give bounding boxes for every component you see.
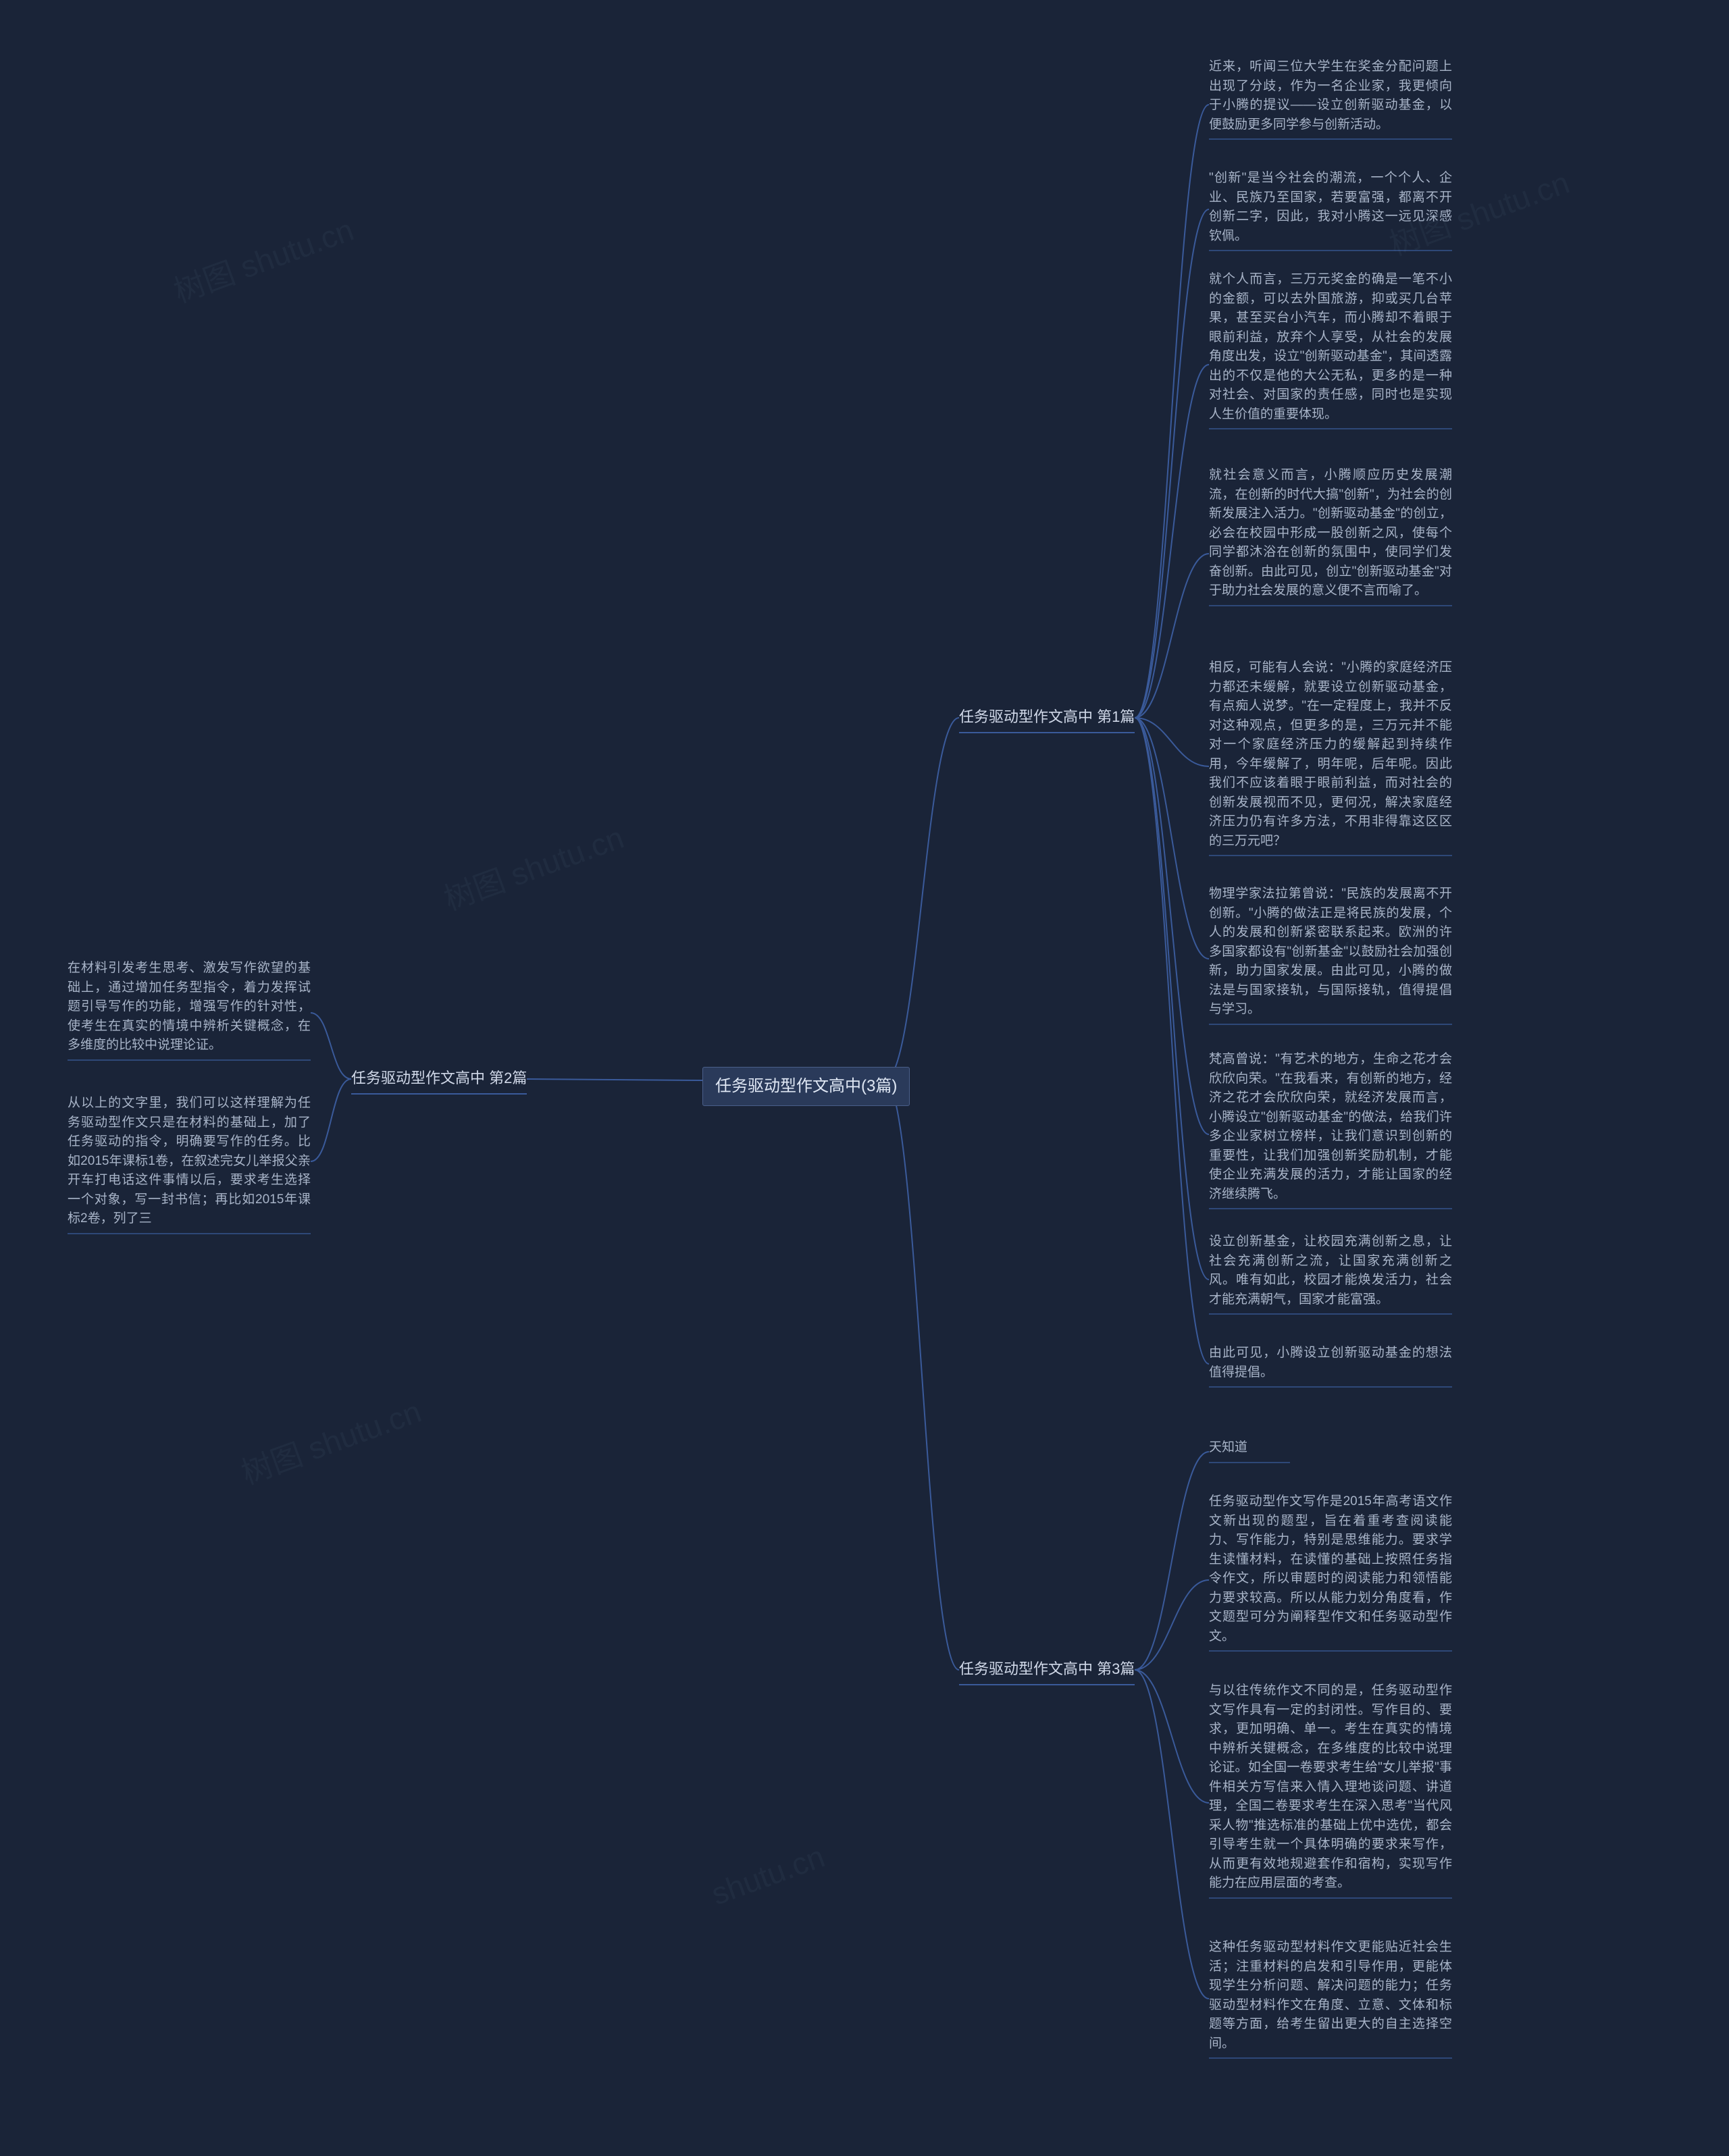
leaf-1-5: 物理学家法拉第曾说："民族的发展离不开创新。"小腾的做法正是将民族的发展，个人的…: [1209, 885, 1452, 1025]
leaf-1-2: 就个人而言，三万元奖金的确是一笔不小的金额，可以去外国旅游，抑或买几台苹果，甚至…: [1209, 270, 1452, 429]
leaf-1-0: 近来，听闻三位大学生在奖金分配问题上出现了分歧，作为一名企业家，我更倾向于小腾的…: [1209, 57, 1452, 140]
branch-1: 任务驱动型作文高中 第1篇: [959, 706, 1135, 733]
branch-3: 任务驱动型作文高中 第3篇: [959, 1658, 1135, 1685]
leaf-1-3: 就社会意义而言，小腾顺应历史发展潮流，在创新的时代大搞"创新"，为社会的创新发展…: [1209, 466, 1452, 606]
leaf-3-2: 与以往传统作文不同的是，任务驱动型作文写作具有一定的封闭性。写作目的、要求，更加…: [1209, 1681, 1452, 1899]
leaf-2-1: 从以上的文字里，我们可以这样理解为任务驱动型作文只是在材料的基础上，加了任务驱动…: [68, 1094, 311, 1234]
leaf-2-0: 在材料引发考生思考、激发写作欲望的基础上，通过增加任务型指令，着力发挥试题引导写…: [68, 959, 311, 1061]
leaf-3-3: 这种任务驱动型材料作文更能贴近社会生活；注重材料的启发和引导作用，更能体现学生分…: [1209, 1938, 1452, 2059]
branch-2: 任务驱动型作文高中 第2篇: [351, 1067, 527, 1095]
leaf-1-4: 相反，可能有人会说："小腾的家庭经济压力都还未缓解，就要设立创新驱动基金，有点痴…: [1209, 658, 1452, 856]
watermark: 树图 shutu.cn: [167, 205, 359, 311]
leaf-1-1: "创新"是当今社会的潮流，一个个人、企业、民族乃至国家，若要富强，都离不开创新二…: [1209, 169, 1452, 251]
leaf-3-1: 任务驱动型作文写作是2015年高考语文作文新出现的题型，旨在着重考查阅读能力、写…: [1209, 1492, 1452, 1652]
watermark: 树图 shutu.cn: [234, 1387, 426, 1493]
watermark: 树图 shutu.cn: [437, 813, 629, 919]
watermark: shutu.cn: [706, 1838, 829, 1912]
leaf-3-0: 天知道: [1209, 1438, 1290, 1463]
leaf-1-8: 由此可见，小腾设立创新驱动基金的想法值得提倡。: [1209, 1344, 1452, 1388]
leaf-1-6: 梵高曾说："有艺术的地方，生命之花才会欣欣向荣。"在我看来，有创新的地方，经济之…: [1209, 1050, 1452, 1209]
root-node: 任务驱动型作文高中(3篇): [702, 1067, 910, 1106]
leaf-1-7: 设立创新基金，让校园充满创新之息，让社会充满创新之流，让国家充满创新之风。唯有如…: [1209, 1232, 1452, 1315]
